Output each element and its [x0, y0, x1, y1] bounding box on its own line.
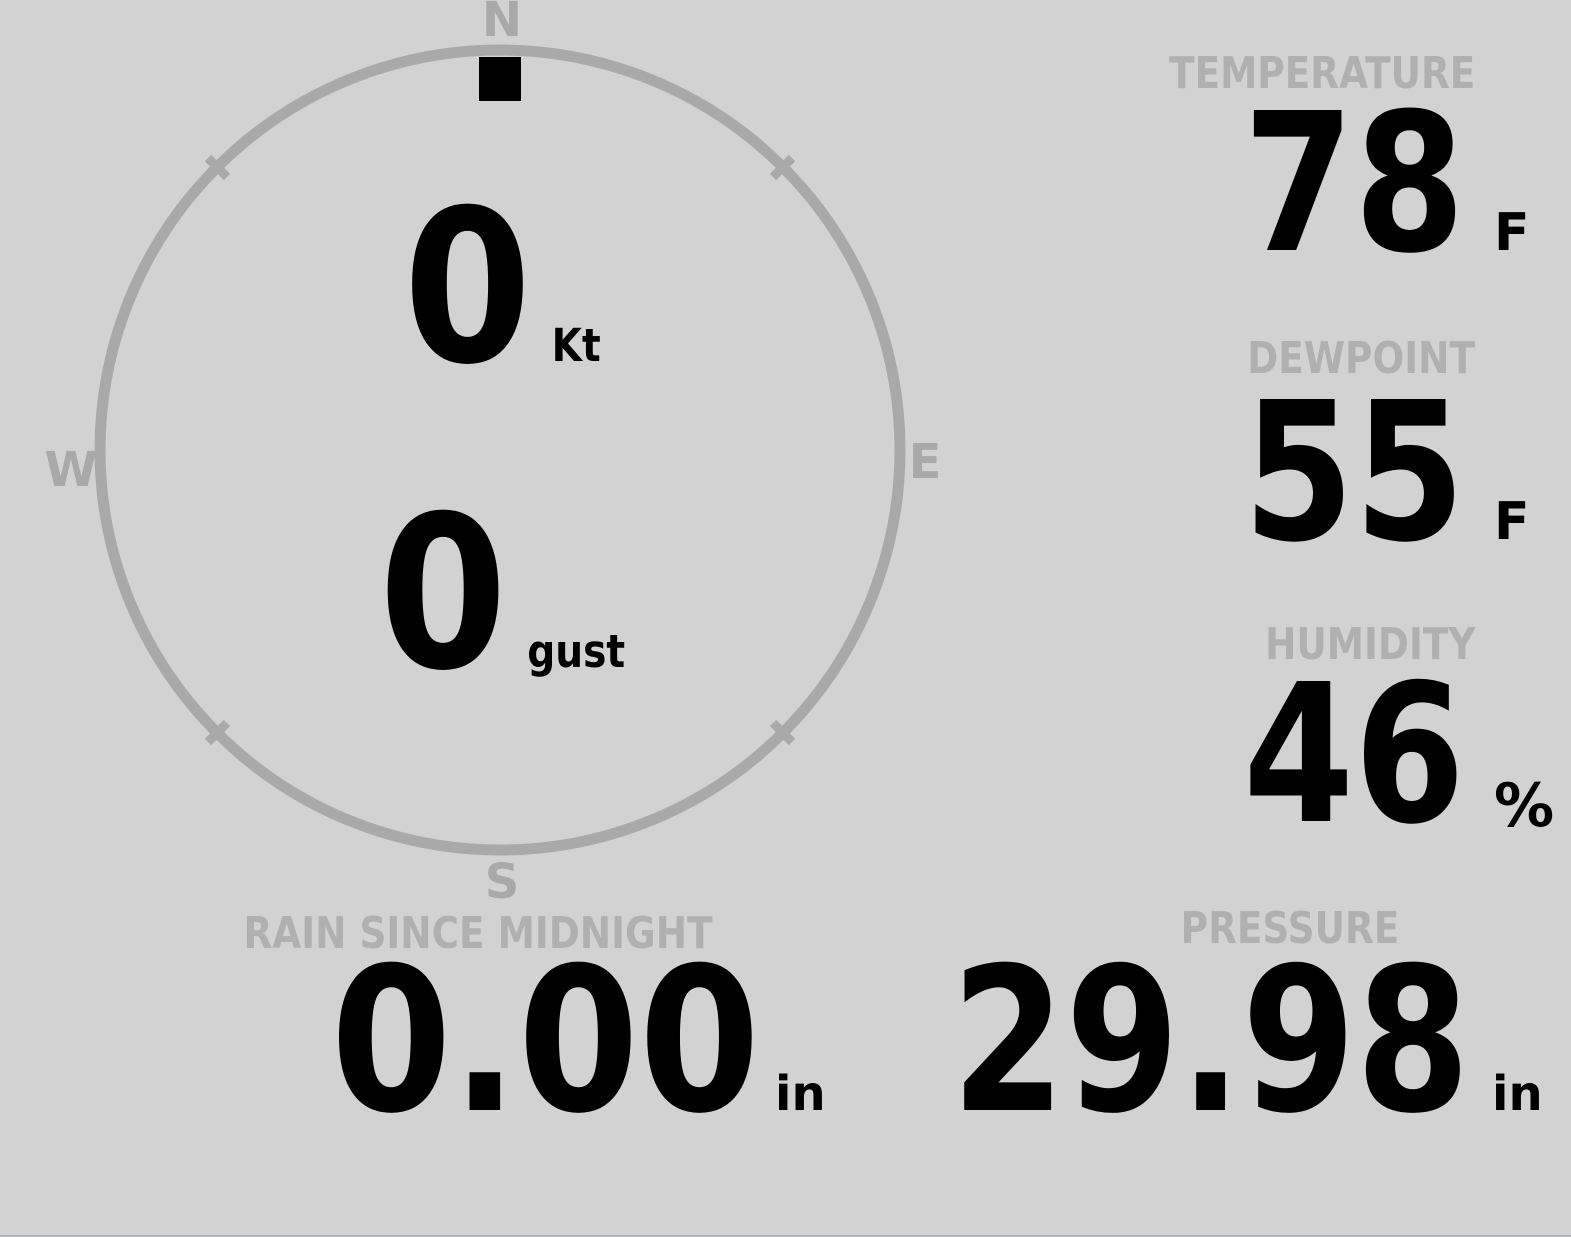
humidity-label: HUMIDITY	[1264, 619, 1475, 670]
pressure-value: 29.98	[951, 925, 1470, 1158]
humidity-value: 46	[1243, 644, 1465, 867]
cardinal-east-label: E	[908, 434, 942, 490]
wind-gust-readout: 0 gust	[379, 488, 625, 700]
wind-gust-value: 0	[378, 470, 508, 717]
compass-tick-nw	[204, 154, 231, 181]
wind-speed-unit: Kt	[551, 319, 601, 372]
wind-compass	[94, 44, 906, 856]
rain-readout: 0.00 in	[200, 942, 826, 1142]
dewpoint-label: DEWPOINT	[1247, 333, 1475, 384]
rain-unit: in	[775, 1066, 826, 1122]
dewpoint-unit: F	[1494, 492, 1530, 552]
temperature-value: 78	[1243, 73, 1465, 296]
pressure-readout: 29.98 in	[800, 925, 1543, 1158]
dewpoint-value: 55	[1243, 362, 1465, 585]
humidity-unit: %	[1494, 771, 1555, 841]
temperature-readout: 78 F	[900, 73, 1530, 296]
compass-ring	[94, 44, 906, 856]
wind-direction-marker	[479, 57, 521, 101]
wind-gust-unit: gust	[527, 625, 626, 678]
humidity-readout: 46 %	[900, 660, 1554, 852]
temperature-unit: F	[1494, 203, 1530, 263]
compass-tick-sw	[204, 719, 231, 746]
pressure-unit: in	[1492, 1066, 1543, 1122]
wind-speed-readout: 0 Kt	[403, 182, 600, 394]
rain-label: RAIN SINCE MIDNIGHT	[243, 908, 713, 959]
rain-value: 0.00	[330, 925, 760, 1158]
screen-bottom-edge	[0, 1235, 1571, 1237]
dewpoint-readout: 55 F	[900, 362, 1530, 585]
cardinal-south-label: S	[484, 854, 520, 910]
wind-speed-value: 0	[403, 164, 532, 411]
cardinal-north-label: N	[481, 0, 523, 48]
pressure-label: PRESSURE	[1180, 903, 1400, 954]
cardinal-west-label: W	[44, 442, 98, 498]
compass-tick-se	[769, 719, 796, 746]
temperature-label: TEMPERATURE	[1168, 48, 1475, 99]
compass-tick-ne	[769, 154, 796, 181]
